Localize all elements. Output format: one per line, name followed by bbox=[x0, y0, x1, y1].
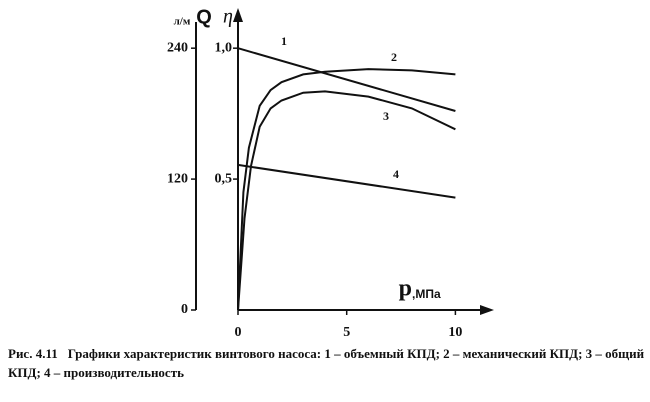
line bbox=[237, 68, 456, 311]
series-label: 2 bbox=[391, 50, 397, 64]
chart: л/м Q η p ,МПа 0 5 10 0,5 1,0 0 120 240 1 2 3 4 bbox=[167, 6, 494, 340]
y2-unit: л/м bbox=[174, 16, 191, 28]
y-tick-label: 0,5 bbox=[215, 171, 233, 186]
x-tick-label: 0 bbox=[235, 325, 242, 340]
x-axis-title: p bbox=[399, 276, 412, 302]
caption-prefix: Рис. 4.11 bbox=[8, 346, 58, 361]
x-tick-label: 10 bbox=[448, 325, 462, 340]
caption: Рис. 4.11 Графики характеристик винтового… bbox=[8, 344, 648, 382]
x-tick-label: 5 bbox=[343, 325, 350, 340]
y2-tick-label: 240 bbox=[167, 40, 188, 55]
x-axis-arrow bbox=[480, 305, 494, 315]
line bbox=[237, 47, 456, 112]
x-axis-unit: ,МПа bbox=[412, 287, 441, 301]
series-label: 1 bbox=[281, 34, 287, 48]
caption-text: Графики характеристик винтового насоса: … bbox=[8, 346, 645, 380]
y-axis-arrow bbox=[233, 8, 243, 22]
series-label: 4 bbox=[393, 167, 399, 181]
y2-tick-label: 0 bbox=[181, 302, 188, 317]
line bbox=[237, 90, 456, 311]
y-axis-title: η bbox=[223, 6, 233, 28]
series-label: 3 bbox=[383, 109, 389, 123]
y2-tick-label: 120 bbox=[167, 171, 188, 186]
line bbox=[237, 163, 456, 199]
y-tick-label: 1,0 bbox=[215, 40, 233, 55]
y2-axis-title: Q bbox=[196, 6, 212, 28]
